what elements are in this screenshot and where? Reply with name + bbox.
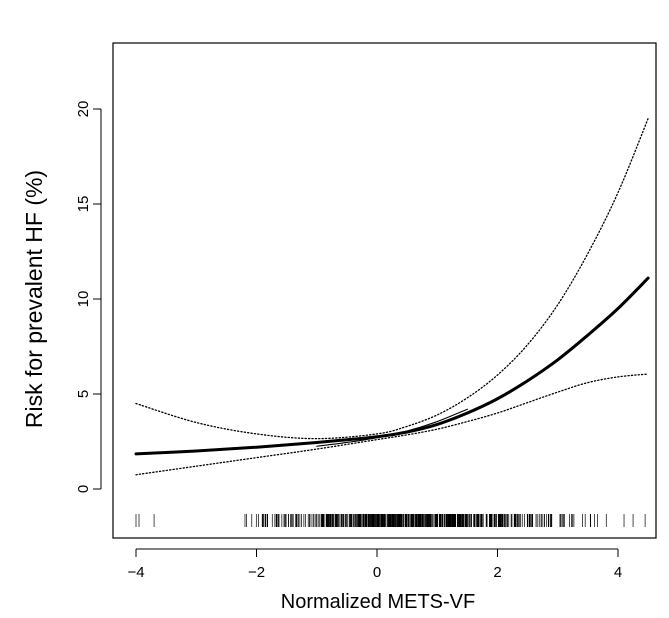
y-tick-label: 15 <box>75 196 92 213</box>
estimate-curve <box>134 276 650 456</box>
x-axis-title: Normalized METS-VF <box>281 591 475 613</box>
x-tick-label: −4 <box>127 564 144 581</box>
rug-plot <box>135 514 646 527</box>
x-tick-label: 4 <box>614 564 622 581</box>
y-axis-title: Risk for prevalent HF (%) <box>21 170 47 428</box>
x-tick-label: 2 <box>493 564 501 581</box>
y-tick-label: 20 <box>75 101 92 118</box>
y-tick-label: 5 <box>75 390 92 398</box>
x-axis-ticks: −4 −2 0 2 4 <box>127 549 622 581</box>
x-tick-label: 0 <box>373 564 381 581</box>
y-axis-ticks: 0 5 10 15 20 <box>75 101 101 493</box>
x-tick-label: −2 <box>248 564 265 581</box>
plot-frame <box>112 42 657 539</box>
lower-ci-curve <box>135 373 649 476</box>
upper-ci-curve <box>135 117 649 440</box>
y-tick-label: 0 <box>75 485 92 493</box>
curves <box>134 117 650 476</box>
y-tick-label: 10 <box>75 291 92 308</box>
secondary-curve <box>316 408 468 447</box>
